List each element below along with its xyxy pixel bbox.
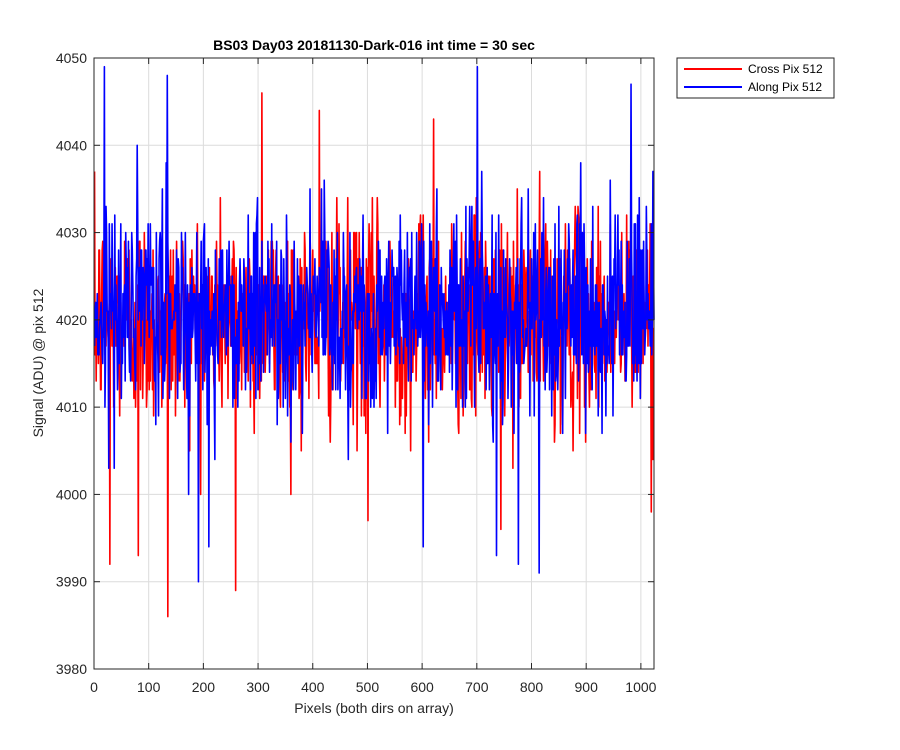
x-tick-label: 600: [410, 679, 434, 695]
legend-box: [676, 57, 835, 99]
chart-title: BS03 Day03 20181130-Dark-016 int time = …: [213, 37, 535, 53]
y-tick-label: 4010: [56, 399, 87, 415]
y-tick-label: 4040: [56, 137, 87, 153]
y-tick-label: 4000: [56, 486, 87, 502]
x-axis-label: Pixels (both dirs on array): [294, 700, 454, 716]
plot-frame: [93, 57, 655, 670]
x-tick-label: 100: [137, 679, 161, 695]
y-tick-label: 4020: [56, 312, 87, 328]
x-tick-label: 1000: [625, 679, 656, 695]
x-tick-label: 300: [246, 679, 270, 695]
legend-label-cross: Cross Pix 512: [748, 62, 823, 76]
y-tick-label: 4050: [56, 50, 87, 66]
x-tick-label: 200: [192, 679, 216, 695]
y-tick-label: 3990: [56, 574, 87, 590]
y-axis-label: Signal (ADU) @ pix 512: [30, 288, 46, 437]
x-tick-label: 400: [301, 679, 325, 695]
y-axis-ticks: 3980 3990 4000 4010 4020 4030 4040 4050: [56, 50, 654, 677]
x-tick-label: 800: [520, 679, 544, 695]
x-tick-label: 700: [465, 679, 489, 695]
legend-label-along: Along Pix 512: [748, 80, 822, 94]
y-tick-label: 3980: [56, 661, 87, 677]
x-tick-label: 0: [90, 679, 98, 695]
series-line-along-pix-512: [93, 65, 655, 583]
x-axis-ticks: 0 100 200 300 400 500 600 700 800 900 1000: [90, 58, 657, 695]
series-layer: [93, 65, 655, 618]
legend: Cross Pix 512 Along Pix 512: [676, 57, 835, 99]
y-tick-label: 4030: [56, 225, 87, 241]
x-tick-label: 900: [575, 679, 599, 695]
x-tick-label: 500: [356, 679, 380, 695]
